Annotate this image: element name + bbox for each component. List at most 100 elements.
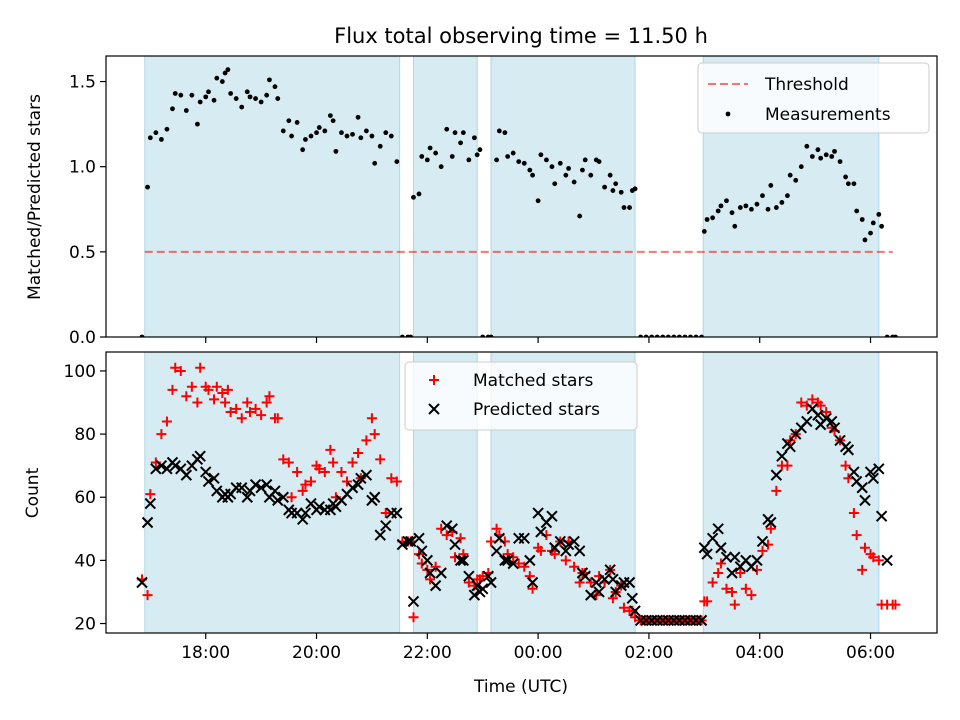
predicted-star-point (241, 491, 253, 503)
predicted-star-point (770, 469, 783, 481)
matched-star-point (491, 523, 502, 534)
measurement-point (159, 137, 164, 142)
predicted-star-point (180, 469, 193, 481)
matched-star-point (560, 555, 571, 566)
measurement-point (760, 193, 765, 199)
matched-star-point (314, 463, 325, 474)
measurement-point (494, 157, 499, 163)
measurement-point (219, 79, 225, 84)
measurement-point (818, 155, 824, 161)
measurement-point (444, 126, 450, 132)
matched-star-point (366, 413, 377, 424)
measurement-point (275, 96, 281, 101)
predicted-star-point (249, 478, 262, 491)
predicted-star-point (374, 529, 386, 541)
measurement-point (621, 205, 627, 210)
matched-star-point (408, 612, 419, 623)
measurement-point (632, 186, 638, 192)
measurement-point (859, 217, 865, 222)
measurement-point (544, 157, 549, 163)
star-count-panel: 18:00 20:00 22:00 00:00 02:00 04:00 06:00 20 40 6… (64, 351, 938, 663)
measurement-point (294, 120, 300, 125)
measurement-point (197, 99, 203, 105)
y-tick-label: 60 (74, 488, 96, 508)
predicted-star-point (698, 542, 711, 554)
matched-star-point (336, 466, 347, 477)
predicted-star-point (236, 482, 248, 494)
measurement-point (333, 148, 339, 154)
legend-measurement-swatch (725, 111, 731, 117)
matched-star-point (305, 476, 316, 487)
predicted-star-point (272, 494, 284, 507)
predicted-star-point (404, 535, 417, 548)
predicted-star-point (421, 554, 434, 567)
x-axis-label: Time (UTC) (473, 677, 568, 697)
measurement-point (851, 181, 857, 187)
matched-star-point (181, 391, 192, 402)
predicted-star-point (826, 415, 838, 428)
y-tick-label: 80 (74, 425, 96, 445)
matched-star-point (167, 384, 178, 395)
predicted-star-point (524, 554, 536, 567)
measurement-point (164, 126, 170, 132)
matched-star-point (455, 533, 466, 544)
measurement-point (327, 113, 333, 119)
matched-star-point (192, 397, 203, 408)
matched-star-point (771, 485, 782, 496)
predicted-star-point (573, 545, 586, 557)
predicted-star-point (820, 412, 832, 425)
matched-star-point (815, 400, 826, 411)
bottom-legend: Matched stars Predicted stars (404, 361, 638, 431)
predicted-star-point (255, 482, 267, 494)
measurement-point (516, 159, 522, 164)
matched-star-point (225, 406, 236, 417)
predicted-star-point (463, 570, 475, 582)
predicted-star-point (477, 583, 489, 595)
matched-star-point (220, 397, 231, 408)
matched-star-point (782, 460, 793, 471)
matched-star-point (535, 545, 546, 556)
measurement-point (552, 181, 558, 187)
measurement-point (563, 172, 569, 178)
x-tick-label: 00:00 (514, 643, 563, 663)
predicted-star-point (535, 526, 547, 538)
measurement-point (773, 205, 779, 210)
predicted-star-point (416, 545, 428, 557)
y-tick-label: 0.0 (69, 328, 96, 348)
predicted-star-point (784, 441, 796, 453)
predicted-star-point (765, 516, 777, 529)
matched-star-point (713, 568, 724, 579)
matched-star-point (513, 558, 524, 569)
matched-star-point (848, 508, 859, 519)
matched-star-point (278, 454, 289, 465)
measurement-point (502, 130, 508, 136)
matched-star-point (145, 489, 156, 500)
matched-star-point (721, 583, 732, 594)
measurement-point (377, 143, 383, 149)
measurement-point (214, 75, 220, 81)
legend-threshold-label: Threshold (764, 75, 849, 95)
predicted-star-point (260, 478, 273, 491)
measurement-point (710, 215, 716, 221)
predicted-star-point (352, 478, 364, 491)
matched-star-point (319, 466, 330, 477)
predicted-star-point (424, 567, 436, 579)
measurement-point (449, 154, 455, 159)
measurement-point (837, 159, 843, 164)
measurement-point (358, 135, 364, 141)
matched-star-point (142, 590, 153, 601)
predicted-star-point (579, 570, 591, 582)
matched-star-point (477, 571, 488, 582)
matched-star-point (361, 435, 372, 446)
measurement-point (267, 77, 272, 83)
measurement-point (460, 130, 466, 136)
predicted-star-point (729, 551, 741, 563)
measurement-point (843, 174, 848, 180)
matched-star-point (757, 545, 768, 556)
matched-star-point (574, 577, 585, 588)
measurement-point (704, 217, 710, 222)
measurement-point (433, 150, 439, 156)
top-y-axis-label: Matched/Predicted stars (25, 94, 45, 300)
predicted-star-point (560, 545, 572, 557)
measurement-point (588, 172, 594, 178)
